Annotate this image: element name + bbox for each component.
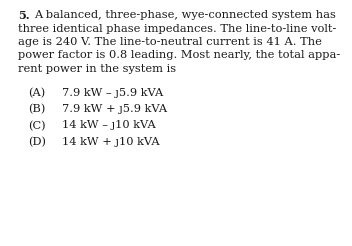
Text: power factor is 0.8 leading. Most nearly, the total appa-: power factor is 0.8 leading. Most nearly…	[18, 50, 340, 61]
Text: three identical phase impedances. The line-to-line volt-: three identical phase impedances. The li…	[18, 24, 337, 33]
Text: 7.9 kW + ȷ5.9 kVA: 7.9 kW + ȷ5.9 kVA	[62, 104, 167, 114]
Text: (B): (B)	[28, 104, 45, 114]
Text: age is 240 V. The line-to-neutral current is 41 A. The: age is 240 V. The line-to-neutral curren…	[18, 37, 322, 47]
Text: 14 kW + ȷ10 kVA: 14 kW + ȷ10 kVA	[62, 137, 159, 147]
Text: 7.9 kW – ȷ5.9 kVA: 7.9 kW – ȷ5.9 kVA	[62, 88, 163, 97]
Text: A balanced, three-phase, wye-connected system has: A balanced, three-phase, wye-connected s…	[34, 10, 336, 20]
Text: rent power in the system is: rent power in the system is	[18, 64, 176, 74]
Text: 14 kW – ȷ10 kVA: 14 kW – ȷ10 kVA	[62, 121, 156, 130]
Text: 5.: 5.	[18, 10, 30, 21]
Text: (A): (A)	[28, 88, 45, 98]
Text: (D): (D)	[28, 137, 46, 147]
Text: (C): (C)	[28, 121, 46, 131]
